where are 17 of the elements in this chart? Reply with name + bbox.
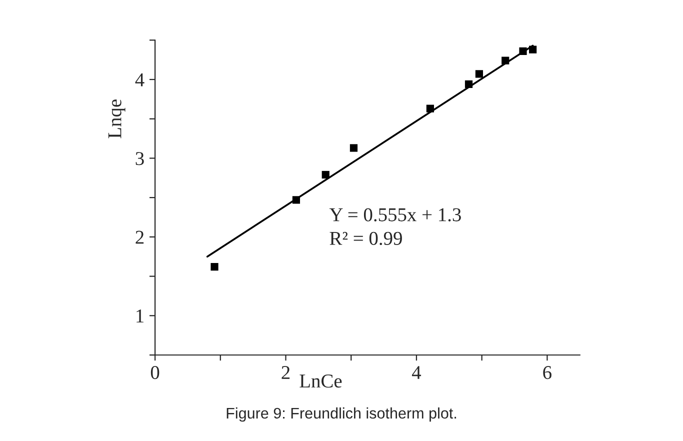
point <box>475 70 484 78</box>
y-tick-label: 4 <box>135 73 144 86</box>
x-tick-label: 0 <box>150 366 160 380</box>
annotation: Y = 0.555x + 1.3 <box>329 208 461 222</box>
x-axis-title: LnCe <box>300 374 342 388</box>
caption: Figure 9: Freundlich isotherm plot. <box>226 407 456 422</box>
point <box>322 170 330 179</box>
y-tick-label: 1 <box>136 310 144 322</box>
y-tick-label: 2 <box>136 230 144 244</box>
point <box>350 144 358 152</box>
annotation: R² = 0.99 <box>330 232 402 246</box>
y-axis-title: Lnqe <box>108 100 126 138</box>
x-tick-label: 6 <box>543 366 552 380</box>
x-tick-label: 4 <box>412 366 422 379</box>
x-tick-label: 2 <box>282 366 290 379</box>
point <box>210 263 218 271</box>
y-tick-label: 3 <box>136 152 144 166</box>
